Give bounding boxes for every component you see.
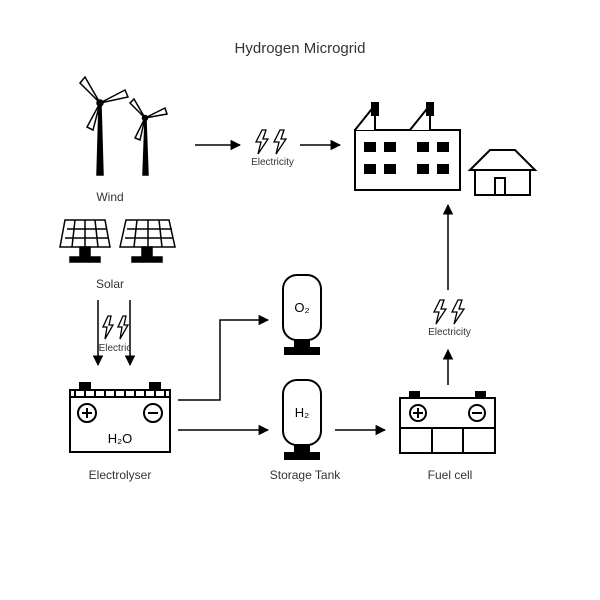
bolt-icon <box>100 315 132 341</box>
elec-top-label: Electricity <box>245 157 300 168</box>
bolt-icon <box>430 298 470 326</box>
edges-layer <box>0 0 600 600</box>
elec-mid-label: Electric <box>90 343 140 354</box>
elec-right-label: Electricity <box>422 327 477 338</box>
diagram-canvas: Hydrogen Microgrid Wind <box>0 0 600 600</box>
bolt-icon <box>252 128 292 156</box>
